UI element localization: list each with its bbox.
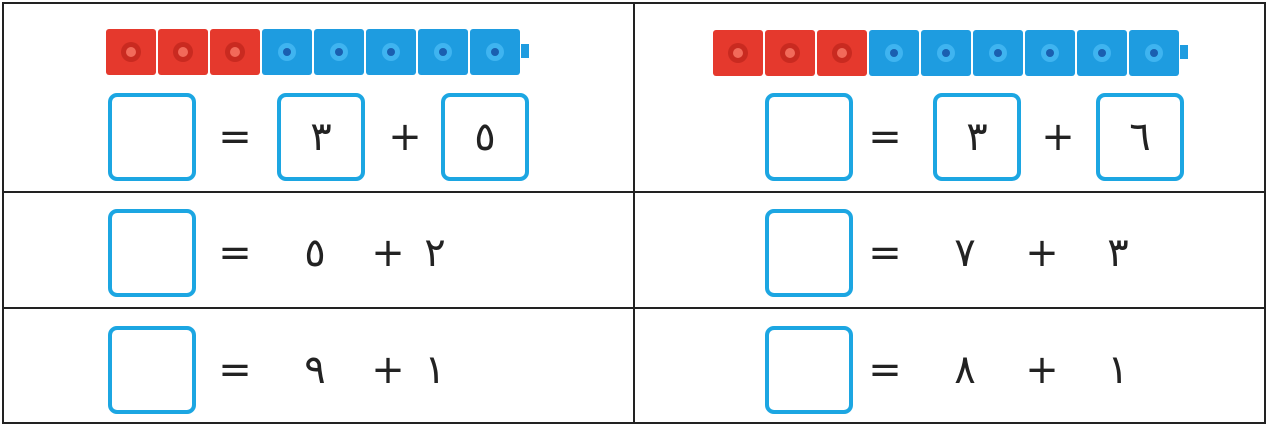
cube-train [713, 30, 1188, 76]
answer-box [765, 326, 853, 414]
row-divider [2, 191, 1266, 193]
row-divider [2, 307, 1266, 309]
number: ١ [424, 347, 446, 393]
number-box [1096, 93, 1184, 181]
operator: + [1025, 230, 1059, 276]
number: ٩ [304, 347, 326, 393]
table-border [1264, 2, 1266, 424]
answer-box [108, 326, 196, 414]
operator: = [218, 114, 252, 160]
number-box [933, 93, 1021, 181]
column-divider [633, 2, 635, 424]
operator: + [388, 114, 422, 160]
operator: + [371, 347, 405, 393]
operator: + [1041, 114, 1075, 160]
number: ٦ [1129, 114, 1151, 160]
number: ١ [1107, 347, 1129, 393]
answer-box [765, 93, 853, 181]
answer-box [108, 209, 196, 297]
number-box [441, 93, 529, 181]
operator: + [1025, 347, 1059, 393]
number: ٣ [310, 114, 332, 160]
answer-box [108, 93, 196, 181]
operator: + [371, 230, 405, 276]
number: ٨ [954, 347, 976, 393]
operator: = [868, 347, 902, 393]
operator: = [868, 230, 902, 276]
operator: = [218, 347, 252, 393]
operator: = [868, 114, 902, 160]
operator: = [218, 230, 252, 276]
number: ٣ [966, 114, 988, 160]
number: ٥ [474, 114, 496, 160]
table-border [2, 2, 4, 424]
number-box [277, 93, 365, 181]
number: ٢ [424, 230, 446, 276]
number: ٧ [954, 230, 976, 276]
number: ٥ [304, 230, 326, 276]
number: ٣ [1107, 230, 1129, 276]
answer-box [765, 209, 853, 297]
cube-train [106, 29, 529, 75]
